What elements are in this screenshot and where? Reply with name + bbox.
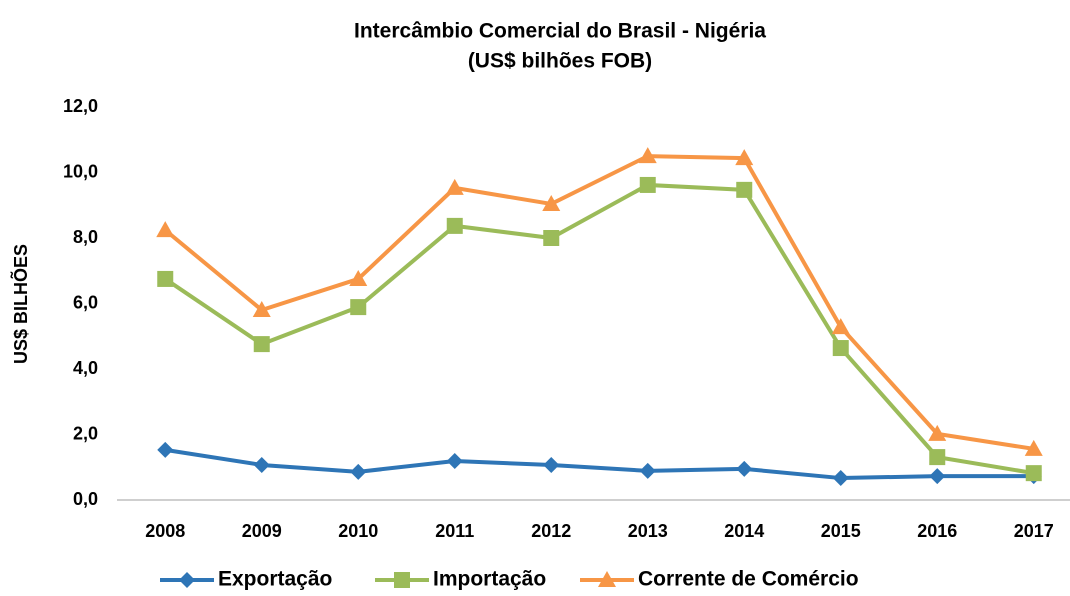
- series-line: [164, 182, 1035, 476]
- point-marker: [736, 181, 753, 198]
- point-marker: [156, 221, 175, 238]
- point-marker: [832, 340, 849, 357]
- legend-label: Importação: [433, 568, 546, 591]
- point-marker: [735, 149, 754, 166]
- x-tick-label: 2010: [338, 521, 378, 541]
- y-tick-label: 6,0: [73, 292, 98, 312]
- legend-marker: [179, 572, 195, 588]
- point-marker: [929, 468, 946, 485]
- x-tick-label: 2012: [531, 521, 571, 541]
- point-marker: [832, 470, 849, 487]
- series-line: [164, 447, 1034, 481]
- point-marker: [831, 318, 850, 335]
- x-tick-label: 2008: [145, 521, 185, 541]
- y-axis-label: US$ BILHÕES: [10, 244, 31, 364]
- legend-marker: [394, 572, 410, 588]
- legend-label: Corrente de Comércio: [638, 568, 859, 591]
- y-tick-label: 2,0: [73, 423, 98, 443]
- point-marker: [350, 299, 367, 316]
- point-marker: [1024, 439, 1043, 456]
- x-tick-label: 2011: [435, 521, 474, 541]
- point-marker: [252, 301, 271, 318]
- point-marker: [1025, 465, 1042, 482]
- point-marker: [543, 230, 560, 246]
- chart-title: Intercâmbio Comercial do Brasil - Nigéri…: [354, 20, 766, 43]
- y-tick-label: 4,0: [73, 358, 98, 378]
- y-tick-label: 8,0: [73, 227, 98, 247]
- series-line: [163, 154, 1035, 451]
- point-marker: [350, 463, 367, 480]
- point-marker: [446, 217, 463, 234]
- point-marker: [639, 176, 656, 193]
- point-marker: [446, 453, 463, 470]
- y-tick-label: 12,0: [63, 96, 98, 116]
- point-marker: [157, 441, 174, 458]
- point-marker: [157, 270, 174, 287]
- point-marker: [928, 424, 947, 441]
- x-tick-label: 2015: [821, 521, 861, 541]
- x-tick-label: 2009: [242, 521, 282, 541]
- x-tick-label: 2014: [724, 521, 764, 541]
- x-tick-label: 2013: [628, 521, 668, 541]
- point-marker: [349, 269, 368, 286]
- point-marker: [543, 456, 560, 473]
- point-marker: [639, 462, 656, 479]
- chart-subtitle: (US$ bilhões FOB): [468, 50, 652, 73]
- point-marker: [929, 449, 946, 466]
- y-tick-label: 0,0: [73, 489, 98, 509]
- y-tick-label: 10,0: [63, 161, 98, 181]
- point-marker: [445, 178, 464, 195]
- x-tick-label: 2017: [1014, 521, 1054, 541]
- point-marker: [542, 194, 561, 211]
- point-marker: [638, 147, 657, 164]
- legend-label: Exportação: [218, 568, 332, 591]
- point-marker: [253, 456, 270, 473]
- point-marker: [736, 460, 753, 477]
- x-tick-label: 2016: [917, 521, 957, 541]
- legend-marker: [598, 571, 616, 587]
- point-marker: [253, 336, 270, 353]
